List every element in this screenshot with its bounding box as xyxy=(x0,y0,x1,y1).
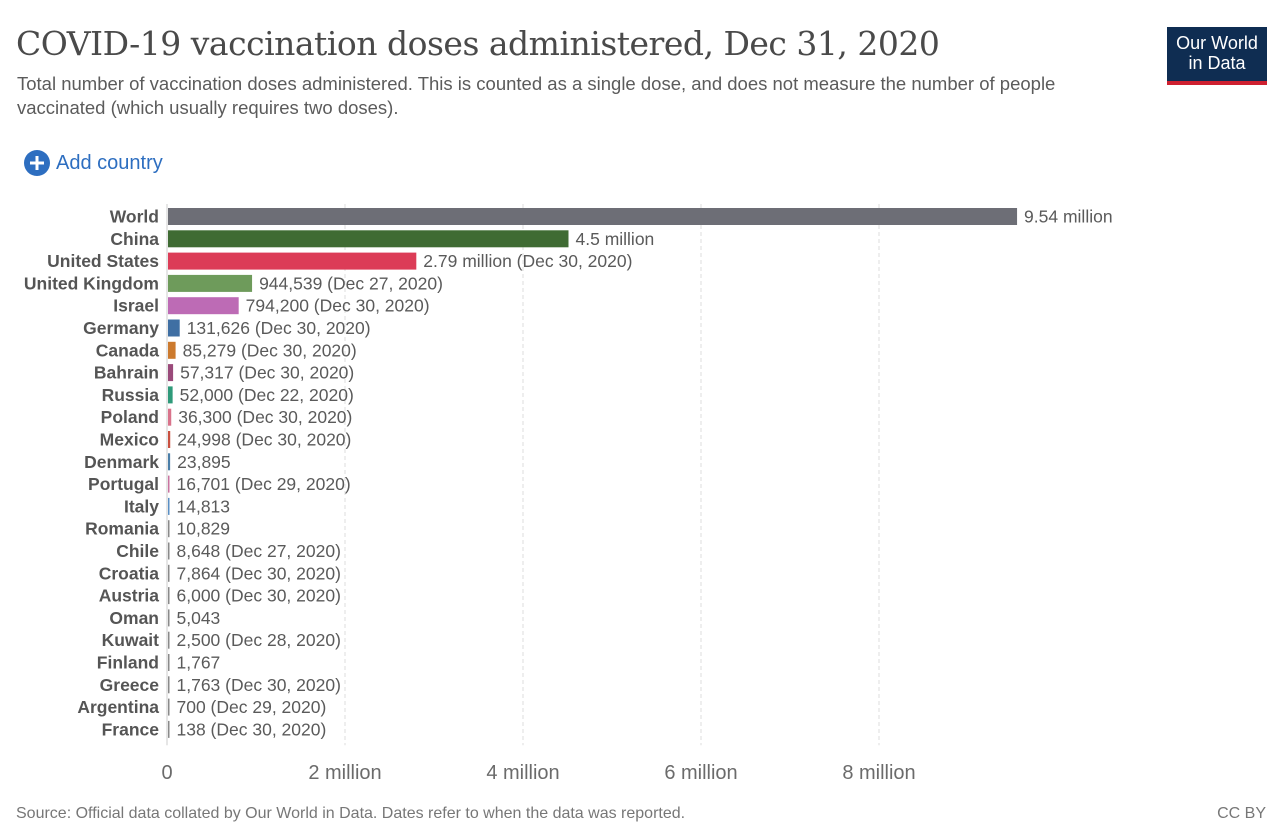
bar xyxy=(168,297,239,315)
category-label: Finland xyxy=(97,653,159,673)
value-label: 9.54 million xyxy=(1024,207,1113,227)
bar xyxy=(168,274,253,292)
x-tick-label: 2 million xyxy=(308,762,381,784)
value-label: 36,300 (Dec 30, 2020) xyxy=(178,407,352,427)
category-label: Denmark xyxy=(84,452,159,472)
x-tick-label: 0 xyxy=(161,762,172,784)
value-label: 14,813 xyxy=(177,496,231,516)
x-tick-label: 8 million xyxy=(842,762,915,784)
bar xyxy=(168,431,171,448)
category-label: France xyxy=(102,719,160,739)
bar xyxy=(168,631,170,649)
chart-title: COVID-19 vaccination doses administered,… xyxy=(16,24,940,63)
category-label: Russia xyxy=(102,385,160,405)
value-label: 4.5 million xyxy=(576,229,655,249)
x-tick-label: 4 million xyxy=(486,762,559,784)
bar-chart: 0 2 million 4 million 6 million 8 million Wor… xyxy=(24,204,1113,784)
bar xyxy=(168,364,174,382)
value-label: 944,539 (Dec 27, 2020) xyxy=(259,273,443,293)
category-label: Germany xyxy=(83,318,159,338)
bar xyxy=(168,564,170,582)
bar xyxy=(168,208,1018,225)
value-label: 6,000 (Dec 30, 2020) xyxy=(177,586,341,606)
bar xyxy=(168,319,180,337)
bar xyxy=(168,676,170,694)
value-label: 85,279 (Dec 30, 2020) xyxy=(183,340,357,360)
plus-circle-icon xyxy=(24,150,50,176)
category-label: United Kingdom xyxy=(24,273,159,293)
bar xyxy=(168,497,170,515)
value-label: 1,763 (Dec 30, 2020) xyxy=(177,675,341,695)
category-label: Romania xyxy=(85,519,159,539)
value-label: 57,317 (Dec 30, 2020) xyxy=(180,363,354,383)
value-label: 24,998 (Dec 30, 2020) xyxy=(177,430,351,450)
chart-subtitle: Total number of vaccination doses admini… xyxy=(17,73,1056,118)
add-country-button[interactable]: Add country xyxy=(24,150,163,176)
category-label: Bahrain xyxy=(94,363,159,383)
license-link[interactable]: CC BY xyxy=(1217,805,1266,822)
bar xyxy=(168,520,170,538)
category-label: Mexico xyxy=(100,430,159,450)
bar xyxy=(168,698,170,716)
value-label: 2.79 million (Dec 30, 2020) xyxy=(423,251,632,271)
category-label: Austria xyxy=(99,586,160,606)
value-label: 7,864 (Dec 30, 2020) xyxy=(177,563,341,583)
owid-logo[interactable]: Our World in Data xyxy=(1167,27,1267,85)
value-label: 23,895 xyxy=(177,452,231,472)
bar xyxy=(168,408,172,426)
bar xyxy=(168,341,176,359)
category-label: Poland xyxy=(101,407,159,427)
category-label: Kuwait xyxy=(102,630,160,650)
bar xyxy=(168,587,170,605)
bar xyxy=(168,230,569,248)
value-label: 2,500 (Dec 28, 2020) xyxy=(177,630,341,650)
category-label: World xyxy=(110,207,159,227)
value-label: 10,829 xyxy=(177,519,231,539)
category-label: China xyxy=(110,229,159,249)
category-label: Oman xyxy=(109,608,159,628)
category-label: Portugal xyxy=(88,474,159,494)
bar xyxy=(168,542,170,560)
value-label: 794,200 (Dec 30, 2020) xyxy=(246,296,430,316)
logo-line-1: Our World xyxy=(1176,33,1258,53)
category-label: United States xyxy=(47,251,159,271)
category-label: Israel xyxy=(113,296,159,316)
value-label: 16,701 (Dec 29, 2020) xyxy=(177,474,351,494)
add-country-label: Add country xyxy=(56,151,163,174)
value-label: 5,043 xyxy=(177,608,221,628)
category-label: Canada xyxy=(96,340,159,360)
bar xyxy=(168,386,173,404)
source-note: Source: Official data collated by Our Wo… xyxy=(16,805,686,822)
value-label: 138 (Dec 30, 2020) xyxy=(177,719,327,739)
value-label: 52,000 (Dec 22, 2020) xyxy=(180,385,354,405)
x-tick-label: 6 million xyxy=(664,762,737,784)
category-label: Chile xyxy=(116,541,159,561)
value-label: 8,648 (Dec 27, 2020) xyxy=(177,541,341,561)
category-label: Argentina xyxy=(77,697,159,717)
category-label: Croatia xyxy=(99,563,160,583)
bar xyxy=(168,252,417,270)
bar xyxy=(168,609,170,627)
logo-line-2: in Data xyxy=(1188,53,1246,73)
category-label: Italy xyxy=(124,496,159,516)
value-label: 1,767 xyxy=(177,653,221,673)
bar xyxy=(168,720,170,738)
bar xyxy=(168,453,171,471)
category-label: Greece xyxy=(100,675,160,695)
value-label: 700 (Dec 29, 2020) xyxy=(177,697,327,717)
bar xyxy=(168,475,170,493)
value-label: 131,626 (Dec 30, 2020) xyxy=(187,318,371,338)
bar xyxy=(168,654,170,671)
